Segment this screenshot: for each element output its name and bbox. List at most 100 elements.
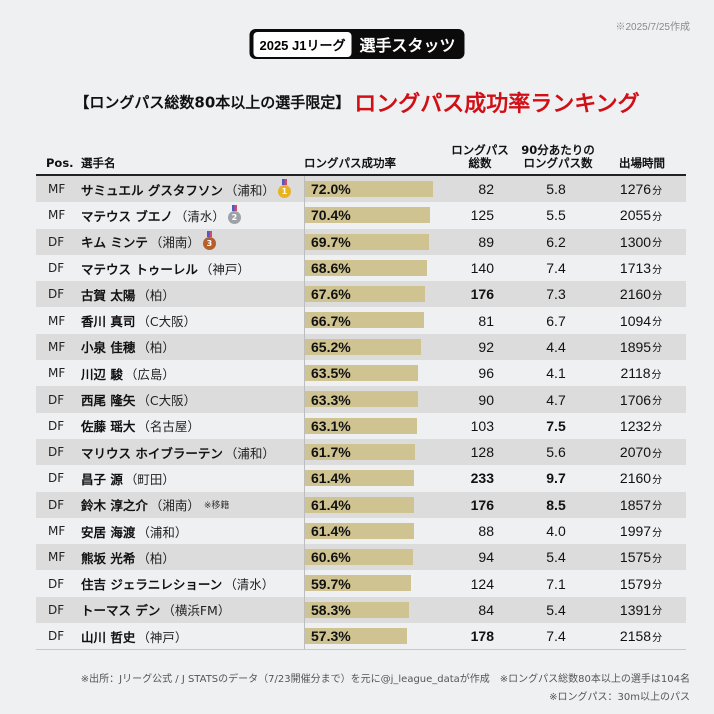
minutes-played: 2160 分 (606, 465, 676, 491)
player-name: トーマス デン (81, 603, 161, 619)
per90-long-passes: 6.2 (546, 233, 566, 250)
rate-bar (305, 443, 415, 460)
per90-long-passes: 4.7 (546, 391, 566, 408)
total-long-passes: 128 (470, 444, 494, 461)
rate-bar (305, 628, 407, 645)
player-team: （浦和） (224, 445, 275, 461)
player-name: 古賀 太陽 (81, 287, 136, 303)
per90-long-passes: 5.6 (546, 444, 566, 461)
position: DF (48, 471, 65, 486)
player-team: （神戸） (199, 261, 250, 277)
table-row: DF 古賀 太陽 （柏） 67.6% 176 7.3 2160 分 (36, 281, 686, 308)
headline-main: ロングパス成功率ランキング (354, 92, 640, 117)
player-name: 香川 真司 (81, 314, 136, 330)
player: 鈴木 淳之介 （湘南） ※移籍 (81, 492, 229, 518)
header-rate: ロングパス成功率 (304, 156, 396, 170)
rate-label: 65.2% (311, 338, 351, 355)
per90-long-passes: 5.4 (546, 601, 566, 618)
player-name: 川辺 駿 (81, 366, 123, 382)
player-team: （広島） (124, 366, 175, 382)
table-row: MF サミュエル グスタフソン （浦和） 1 72.0% 82 5.8 1276 分 (36, 176, 686, 203)
table-header: Pos. 選手名 ロングパス成功率 ロングパス 総数 90分あたりの ロングパス… (36, 140, 686, 176)
total-long-passes: 82 (478, 181, 494, 198)
player: 香川 真司 （C大阪） (81, 307, 196, 333)
minutes-unit: 分 (652, 185, 663, 197)
position: MF (48, 339, 66, 354)
minutes-played: 1391 分 (606, 597, 676, 623)
position: DF (48, 602, 65, 617)
position: DF (48, 576, 65, 591)
per90-long-passes: 5.4 (546, 549, 566, 566)
player-name: 西尾 隆矢 (81, 393, 136, 409)
rate-cell: 63.3% (304, 386, 465, 413)
minutes-value: 2118 (620, 365, 651, 382)
rate-cell: 60.6% (304, 544, 465, 571)
minutes-value: 1895 (619, 338, 652, 355)
minutes-value: 1857 (619, 496, 652, 513)
minutes-unit: 分 (652, 290, 663, 302)
minutes-unit: 分 (652, 343, 663, 355)
position: DF (48, 629, 65, 644)
player-team: （清水） (174, 208, 225, 224)
minutes-played: 1706 分 (606, 386, 676, 412)
rate-label: 61.4% (311, 496, 351, 513)
position: DF (48, 497, 65, 512)
position: MF (48, 313, 66, 328)
player-name: 山川 哲史 (81, 629, 136, 645)
table-row: DF 山川 哲史 （神戸） 57.3% 178 7.4 2158 分 (36, 623, 686, 650)
player: 小泉 佳穂 （柏） (81, 334, 175, 360)
total-long-passes: 233 (470, 470, 494, 487)
per90-long-passes: 8.5 (546, 496, 566, 513)
total-long-passes: 94 (478, 549, 494, 566)
per90-long-passes: 4.1 (546, 365, 566, 382)
total-long-passes: 96 (478, 365, 494, 382)
total-long-passes: 92 (478, 338, 494, 355)
minutes-unit: 分 (652, 396, 663, 408)
rate-cell: 61.4% (304, 517, 465, 545)
table-row: MF 熊坂 光希 （柏） 60.6% 94 5.4 1575 分 (36, 544, 686, 571)
position: DF (48, 445, 65, 460)
minutes-played: 1094 分 (606, 307, 676, 333)
rate-bar (305, 601, 409, 618)
rate-label: 60.6% (311, 549, 351, 566)
headline: 【ロングパス総数80本以上の選手限定】 ロングパス成功率ランキング (0, 86, 714, 118)
minutes-played: 1300 分 (606, 229, 676, 255)
player: 佐藤 瑶大 （名古屋） (81, 413, 200, 439)
table-row: DF マリウス ホイブラーテン （浦和） 61.7% 128 5.6 2070 分 (36, 438, 686, 466)
per90-long-passes: 4.0 (546, 523, 566, 539)
minutes-value: 1713 (619, 260, 652, 277)
table-row: DF 住吉 ジェラニレショーン （清水） 59.7% 124 7.1 1579 分 (36, 570, 686, 597)
minutes-unit: 分 (652, 264, 663, 276)
rate-cell: 59.7% (304, 570, 465, 597)
minutes-value: 2070 (619, 444, 652, 461)
table-row: DF 西尾 隆矢 （C大阪） 63.3% 90 4.7 1706 分 (36, 386, 686, 413)
minutes-value: 2055 (619, 207, 652, 224)
silver-medal-icon: 2 (227, 204, 241, 224)
player-name: 小泉 佳穂 (81, 340, 136, 356)
per90-long-passes: 7.5 (546, 417, 566, 434)
minutes-unit: 分 (652, 527, 663, 539)
created-date: ※2025/7/25作成 (615, 22, 691, 33)
rate-bar (305, 259, 428, 276)
rate-label: 61.7% (311, 444, 351, 461)
player: 安居 海渡 （浦和） (81, 518, 187, 544)
minutes-played: 1857 分 (606, 492, 676, 518)
rate-bar (305, 496, 415, 513)
table-row: MF マテウス ブエノ （清水） 2 70.4% 125 5.5 2055 分 (36, 202, 686, 229)
player-name: 安居 海渡 (81, 524, 136, 540)
rate-cell: 63.1% (304, 412, 465, 439)
rate-bar (305, 470, 415, 487)
minutes-value: 2158 (619, 628, 652, 645)
table-row: DF 佐藤 瑶大 （名古屋） 63.1% 103 7.5 1232 分 (36, 412, 686, 439)
minutes-played: 2070 分 (606, 439, 676, 465)
total-long-passes: 140 (470, 260, 494, 277)
table-row: DF トーマス デン （横浜FM） 58.3% 84 5.4 1391 分 (36, 596, 686, 624)
minutes-unit: 分 (651, 369, 662, 381)
ranking-table: Pos. 選手名 ロングパス成功率 ロングパス 総数 90分あたりの ロングパス… (36, 140, 686, 651)
bronze-medal-icon: 3 (202, 231, 216, 251)
rate-cell: 65.2% (304, 333, 465, 361)
player-name: サミュエル グスタフソン (81, 182, 223, 198)
minutes-unit: 分 (652, 238, 663, 250)
league-label: 2025 J1リーグ (253, 31, 352, 57)
rate-label: 67.6% (311, 286, 351, 303)
